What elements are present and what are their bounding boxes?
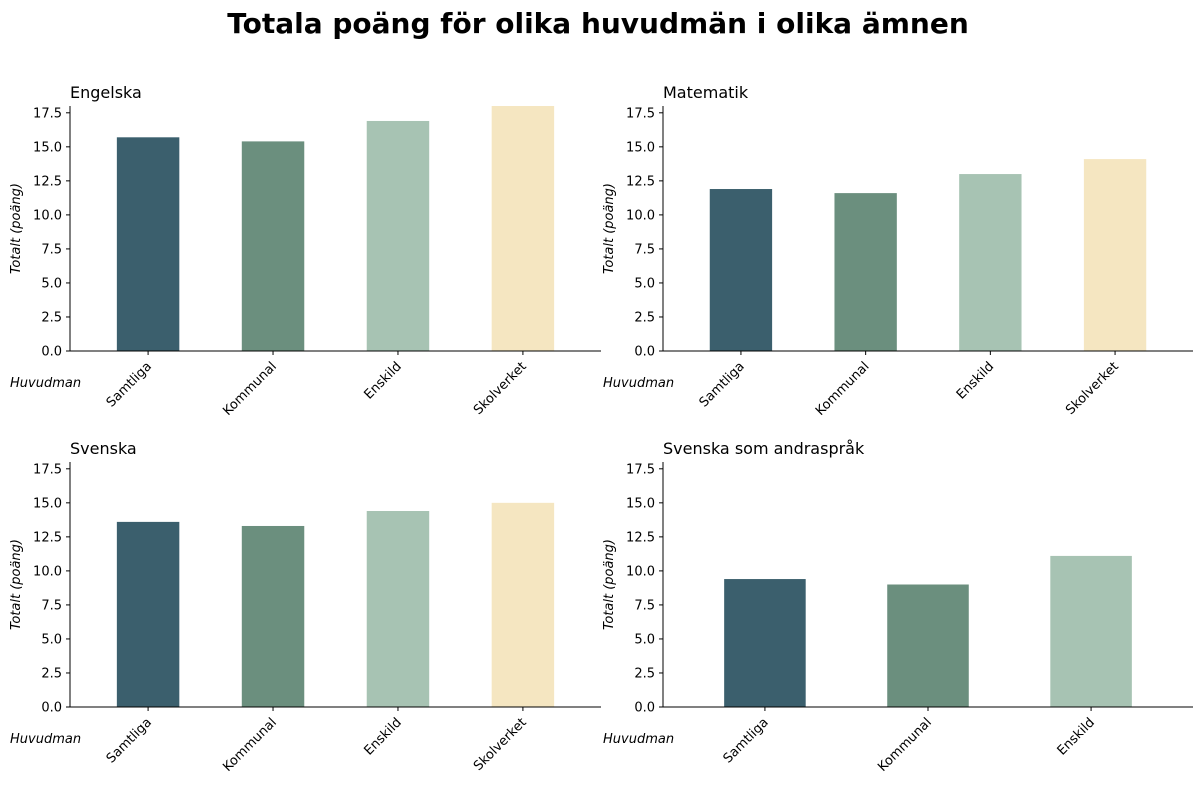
bar	[1083, 159, 1147, 351]
y-tick-label: 7.5	[41, 242, 62, 257]
bar	[834, 193, 897, 351]
bar	[241, 525, 305, 707]
y-tick-label: 12.5	[33, 174, 62, 189]
y-tick-label: 10.0	[626, 564, 655, 579]
x-tick-label: Kommunal	[220, 359, 280, 419]
y-tick-label: 0.0	[634, 345, 655, 360]
subplot-title: Engelska	[70, 83, 142, 102]
x-tick-label: Kommunal	[220, 715, 280, 775]
y-tick-label: 2.5	[634, 310, 655, 325]
y-tick-label: 12.5	[626, 174, 655, 189]
y-tick-label: 5.0	[41, 276, 62, 291]
x-tick-label: Skolverket	[1063, 359, 1122, 418]
y-tick-label: 15.0	[626, 140, 655, 155]
x-tick-label: Samtliga	[721, 715, 772, 766]
y-tick-label: 15.0	[626, 496, 655, 511]
subplot-1: 0.0 2.5 5.0 7.5 10.0 12.5 15.0 17.5 Samtliga Komm…	[9, 83, 601, 419]
bar	[491, 106, 555, 351]
bar	[724, 579, 806, 707]
x-tick-label: Enskild	[1055, 715, 1098, 758]
y-tick-label: 17.5	[626, 106, 655, 121]
x-tick-label: Enskild	[954, 359, 997, 402]
bar	[1050, 555, 1132, 707]
y-tick-label: 5.0	[41, 632, 62, 647]
y-tick-label: 15.0	[33, 496, 62, 511]
y-tick-label: 5.0	[634, 632, 655, 647]
x-tick-label: Samtliga	[697, 359, 748, 410]
y-tick-label: 7.5	[41, 598, 62, 613]
figure-title: Totala poäng för olika huvudmän i olika …	[227, 7, 969, 40]
y-tick-label: 0.0	[634, 701, 655, 716]
bar	[959, 174, 1022, 351]
x-tick-label: Samtliga	[104, 359, 155, 410]
bar	[116, 521, 180, 707]
y-tick-label: 10.0	[33, 208, 62, 223]
bar	[887, 584, 969, 707]
x-axis-label: Huvudman	[603, 732, 674, 747]
x-tick-label: Skolverket	[471, 359, 530, 418]
y-tick-label: 0.0	[41, 701, 62, 716]
y-axis-label: Totalt (poäng)	[9, 183, 24, 274]
y-tick-label: 5.0	[634, 276, 655, 291]
subplot-3: 0.0 2.5 5.0 7.5 10.0 12.5 15.0 17.5 Samtliga Komm…	[9, 439, 601, 775]
y-axis-label: Totalt (poäng)	[9, 539, 24, 630]
x-tick-label: Kommunal	[875, 715, 935, 775]
y-tick-label: 12.5	[626, 530, 655, 545]
y-axis-label: Totalt (poäng)	[602, 539, 617, 630]
x-axis-label: Huvudman	[10, 376, 81, 391]
x-tick-label: Enskild	[361, 715, 404, 758]
y-tick-label: 7.5	[634, 242, 655, 257]
bar	[241, 141, 305, 351]
y-tick-label: 2.5	[634, 666, 655, 681]
x-axis-label: Huvudman	[10, 732, 81, 747]
y-tick-label: 0.0	[41, 345, 62, 360]
y-axis-label: Totalt (poäng)	[602, 183, 617, 274]
bar	[366, 120, 430, 351]
x-tick-label: Samtliga	[104, 715, 155, 766]
subplot-title: Svenska	[70, 439, 137, 458]
y-tick-label: 2.5	[41, 310, 62, 325]
y-tick-label: 17.5	[626, 462, 655, 477]
subplot-title: Svenska som andraspråk	[663, 439, 865, 458]
bar	[709, 189, 773, 351]
y-tick-label: 15.0	[33, 140, 62, 155]
y-tick-label: 2.5	[41, 666, 62, 681]
bar	[491, 502, 555, 707]
y-tick-label: 17.5	[33, 106, 62, 121]
subplot-title: Matematik	[663, 83, 749, 102]
bar	[116, 137, 180, 351]
y-tick-label: 10.0	[626, 208, 655, 223]
x-tick-label: Enskild	[361, 359, 404, 402]
y-tick-label: 17.5	[33, 462, 62, 477]
subplot-4: 0.0 2.5 5.0 7.5 10.0 12.5 15.0 17.5 Samtliga Komm…	[602, 439, 1193, 775]
x-tick-label: Kommunal	[813, 359, 873, 419]
x-axis-label: Huvudman	[603, 376, 674, 391]
subplot-2: 0.0 2.5 5.0 7.5 10.0 12.5 15.0 17.5 Samtliga Komm…	[602, 83, 1193, 419]
y-tick-label: 12.5	[33, 530, 62, 545]
y-tick-label: 10.0	[33, 564, 62, 579]
y-tick-label: 7.5	[634, 598, 655, 613]
x-tick-label: Skolverket	[471, 715, 530, 774]
panels: 0.0 2.5 5.0 7.5 10.0 12.5 15.0 17.5 Samtliga Komm…	[9, 83, 1193, 775]
bar	[366, 511, 430, 707]
